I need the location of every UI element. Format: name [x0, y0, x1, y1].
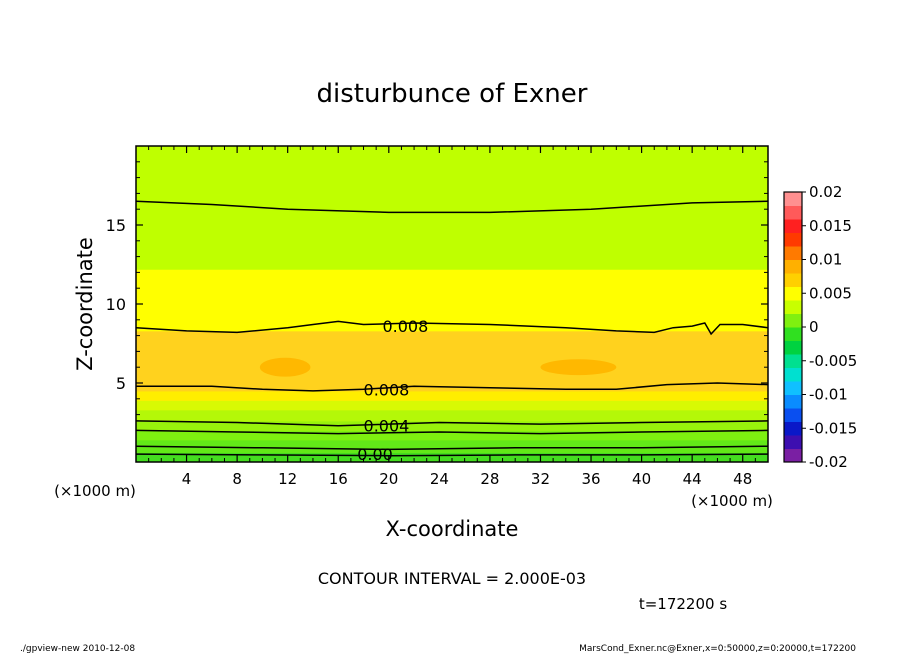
colorbar-swatch [784, 394, 802, 409]
x-tick-label: 44 [683, 470, 702, 488]
colorbar-label: -0.01 [809, 386, 848, 404]
x-tick-label: 16 [329, 470, 348, 488]
colorbar-label: 0.005 [809, 284, 852, 302]
contour-band [136, 146, 768, 270]
colorbar-swatch [784, 205, 802, 220]
colorbar-swatch [784, 354, 802, 368]
colorbar-swatch [784, 381, 802, 395]
contour-band [136, 452, 768, 463]
x-unit-left: (×1000 m) [54, 482, 136, 500]
contour-label: 0.004 [364, 417, 410, 436]
colorbar-swatch [784, 435, 802, 449]
contour-line [136, 382, 769, 392]
contour-band [136, 330, 768, 392]
x-tick-label: 4 [182, 470, 192, 488]
contour-band [136, 409, 768, 422]
contour-label: 0.00 [357, 445, 393, 464]
colorbar-swatch [784, 246, 802, 260]
time-label: t=172200 s [639, 595, 727, 613]
x-unit-right: (×1000 m) [691, 492, 773, 510]
colorbar-label: 0.015 [809, 217, 852, 235]
contour-blob [540, 359, 617, 376]
plot-area [135, 146, 769, 463]
x-tick-label: 48 [733, 470, 752, 488]
footer-left: ./gpview-new 2010-12-08 [20, 644, 135, 654]
x-tick-label: 28 [480, 470, 499, 488]
contour-band [136, 400, 768, 411]
contour-labels: 0.008 0.008 0.004 0.00 [357, 317, 428, 464]
colorbar-label: -0.005 [809, 352, 857, 370]
colorbar-swatch [784, 273, 802, 287]
colorbar-swatch [784, 313, 802, 328]
x-axis-label: X-coordinate [386, 517, 519, 541]
colorbar-label: 0 [809, 318, 819, 336]
contour-band [136, 390, 768, 401]
colorbar-swatch [784, 286, 802, 301]
contour-band [136, 269, 768, 332]
contour-line [135, 445, 769, 451]
contour-interval-text: CONTOUR INTERVAL = 2.000E-03 [318, 569, 586, 588]
contour-band [136, 430, 768, 441]
x-axis: 4 8 12 16 20 24 28 32 36 40 44 48 [148, 146, 756, 488]
colorbar-swatch [784, 327, 802, 341]
x-tick-label: 8 [232, 470, 242, 488]
colorbar-swatch [784, 300, 802, 314]
footer-right: MarsCond_Exner.nc@Exner,x=0:50000,z=0:20… [579, 644, 856, 654]
chart-title: disturbunce of Exner [317, 79, 588, 109]
colorbar-label: -0.02 [809, 453, 848, 471]
x-tick-label: 12 [278, 470, 297, 488]
colorbar-swatch [784, 192, 802, 206]
colorbar-swatch [784, 367, 802, 382]
colorbar-swatch [784, 259, 802, 274]
contour-line [135, 320, 769, 336]
x-tick-label: 24 [430, 470, 449, 488]
contour-band [136, 420, 768, 431]
colorbar-swatch [784, 448, 802, 463]
y-tick-label: 5 [116, 374, 126, 393]
colorbar-swatch [784, 340, 802, 355]
contour-band [136, 439, 768, 454]
contour-line [135, 453, 769, 457]
colorbar-swatch [784, 421, 802, 436]
y-tick-label: 10 [106, 295, 126, 314]
y-axis: 5 10 15 [106, 161, 768, 447]
colorbar: 0.02 0.015 0.01 0.005 0 -0.005 -0.01 -0.015 -0.0… [783, 183, 857, 471]
colorbar-label: -0.015 [809, 419, 857, 437]
x-tick-label: 20 [379, 470, 398, 488]
colorbar-swatch [784, 219, 802, 233]
x-tick-label: 40 [632, 470, 651, 488]
y-axis-label: Z-coordinate [73, 237, 97, 371]
colorbar-swatch [784, 232, 802, 247]
y-tick-label: 15 [106, 216, 126, 235]
colorbar-label: 0.01 [809, 251, 842, 269]
contour-blob [259, 357, 311, 377]
x-tick-label: 32 [531, 470, 550, 488]
contour-line [135, 429, 769, 435]
colorbar-swatch [784, 408, 802, 422]
x-tick-label: 36 [581, 470, 600, 488]
contour-line [135, 420, 769, 427]
colorbar-label: 0.02 [809, 183, 842, 201]
contour-label: 0.008 [364, 380, 410, 399]
contour-label: 0.008 [382, 317, 428, 336]
contour-line [135, 200, 769, 214]
